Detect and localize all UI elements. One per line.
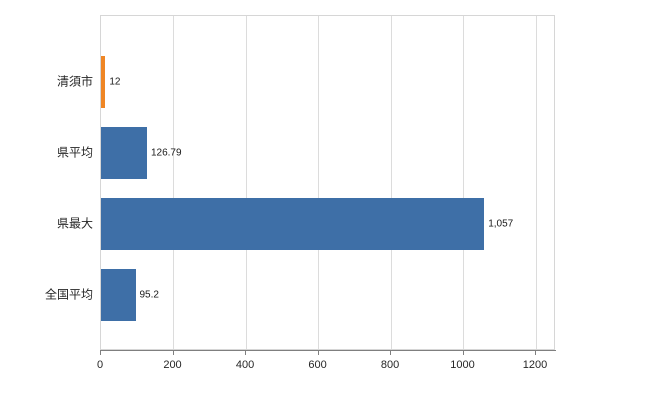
bar-全国平均: [101, 269, 136, 322]
gridline-x-1000: [463, 16, 465, 349]
gridline-x-800: [390, 16, 392, 349]
bar-県最大: [101, 198, 485, 251]
x-tick-mark: [245, 350, 247, 355]
x-tick-mark: [462, 350, 464, 355]
gridline-x-600: [318, 16, 320, 349]
x-tick-mark: [172, 350, 174, 355]
x-tick-label: 800: [380, 359, 400, 371]
x-tick-label: 1200: [522, 359, 548, 371]
bar-県平均: [101, 126, 147, 179]
x-tick-mark: [390, 350, 392, 355]
category-label-県平均: 県平均: [56, 145, 93, 160]
x-tick-label: 200: [163, 359, 182, 371]
category-label-清須市: 清須市: [56, 74, 93, 89]
plot-area: 12 126.79 1,057 95.2: [100, 15, 555, 350]
x-axis-line: [100, 350, 556, 351]
gridline-x-200: [173, 16, 174, 349]
x-tick-mark: [100, 350, 101, 355]
x-tick-label: 600: [308, 359, 327, 371]
value-label-県平均: 126.79: [150, 147, 182, 159]
category-label-県最大: 県最大: [56, 216, 93, 231]
x-tick-label: 0: [96, 359, 104, 371]
bar-清須市: [101, 55, 106, 108]
x-tick-mark: [317, 350, 319, 355]
value-label-県最大: 1,057: [488, 218, 514, 230]
category-label-全国平均: 全国平均: [44, 287, 93, 302]
gridline-x-1200: [535, 16, 537, 349]
x-tick-mark: [535, 350, 537, 355]
value-label-清須市: 12: [109, 76, 121, 88]
gridline-x-400: [245, 16, 247, 349]
value-label-全国平均: 95.2: [139, 289, 159, 301]
x-tick-label: 400: [235, 359, 255, 371]
x-tick-label: 1000: [450, 359, 475, 371]
